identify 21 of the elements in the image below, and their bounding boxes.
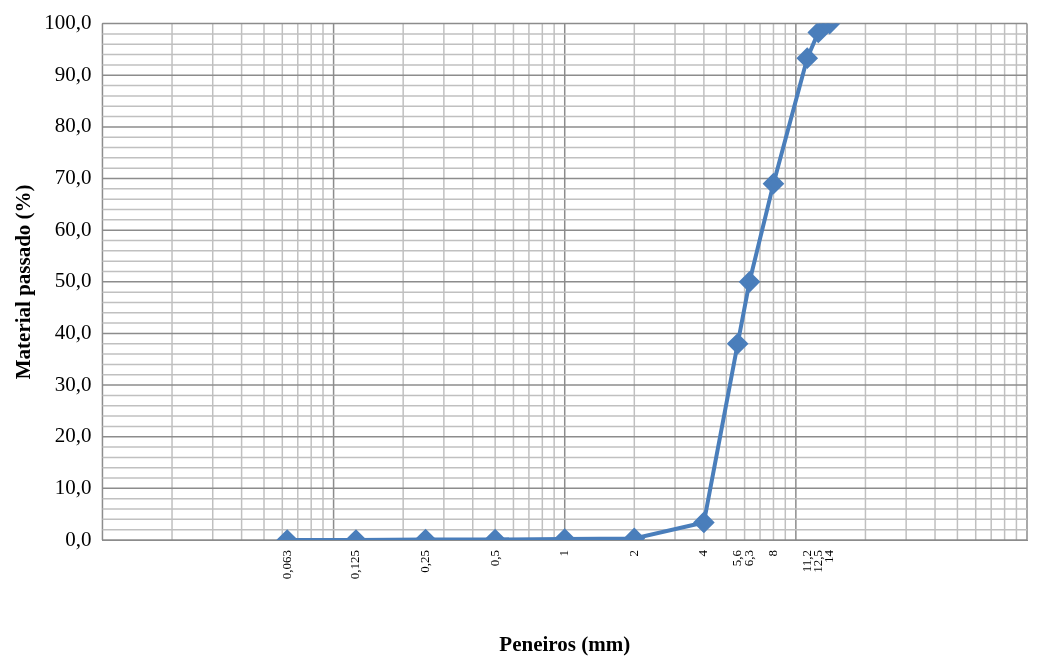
y-tick-label: 40,0: [54, 319, 92, 344]
y-tick-label: 30,0: [54, 371, 92, 396]
x-tick-label: 0,063: [278, 550, 294, 580]
x-tick-label: 1: [556, 550, 572, 557]
y-tick-label: 10,0: [54, 474, 92, 499]
y-tick-label: 60,0: [54, 216, 92, 241]
y-tick-label: 90,0: [54, 61, 92, 86]
y-tick-label: 80,0: [54, 113, 92, 138]
y-tick-label: 70,0: [54, 165, 92, 190]
y-tick-label: 20,0: [54, 423, 92, 448]
x-tick-label: 8: [764, 550, 780, 557]
x-tick-label: 2: [625, 550, 641, 557]
x-axis-title: Peneiros (mm): [499, 631, 631, 656]
y-tick-label: 50,0: [54, 268, 92, 293]
x-tick-label: 4: [695, 549, 711, 557]
y-tick-label: 100,0: [44, 10, 92, 35]
y-tick-label: 0,0: [65, 526, 92, 551]
y-axis-title: Material passado (%): [11, 184, 36, 380]
x-tick-label: 0,125: [347, 550, 363, 580]
x-tick-label: 0,25: [416, 550, 432, 573]
x-tick-label: 0,5: [486, 550, 502, 567]
